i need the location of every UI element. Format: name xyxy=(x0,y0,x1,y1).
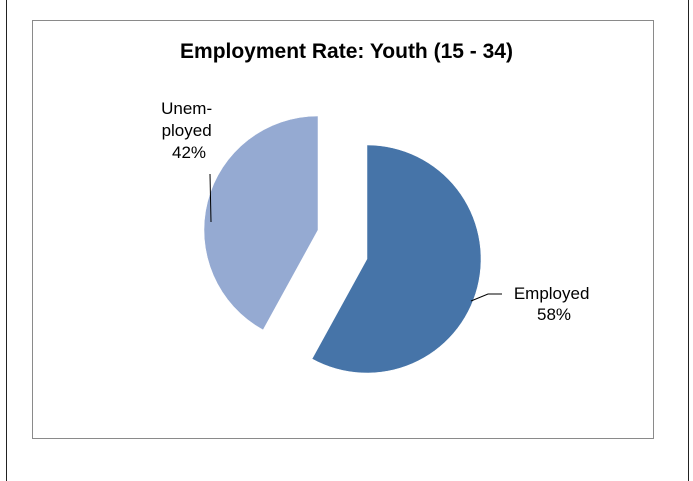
data-label-unemployed: Unem- ployed 42% xyxy=(161,99,217,162)
leader-line-unemployed xyxy=(209,173,212,223)
page-border-left xyxy=(6,0,7,481)
chart-title: Employment Rate: Youth (15 - 34) xyxy=(180,40,513,63)
leader-line-employed xyxy=(470,293,502,302)
pie-slice-unemployed xyxy=(203,115,319,331)
data-label-employed: Employed 58% xyxy=(514,284,594,324)
page-border-right xyxy=(688,0,689,481)
pie-slice-employed xyxy=(311,144,482,374)
